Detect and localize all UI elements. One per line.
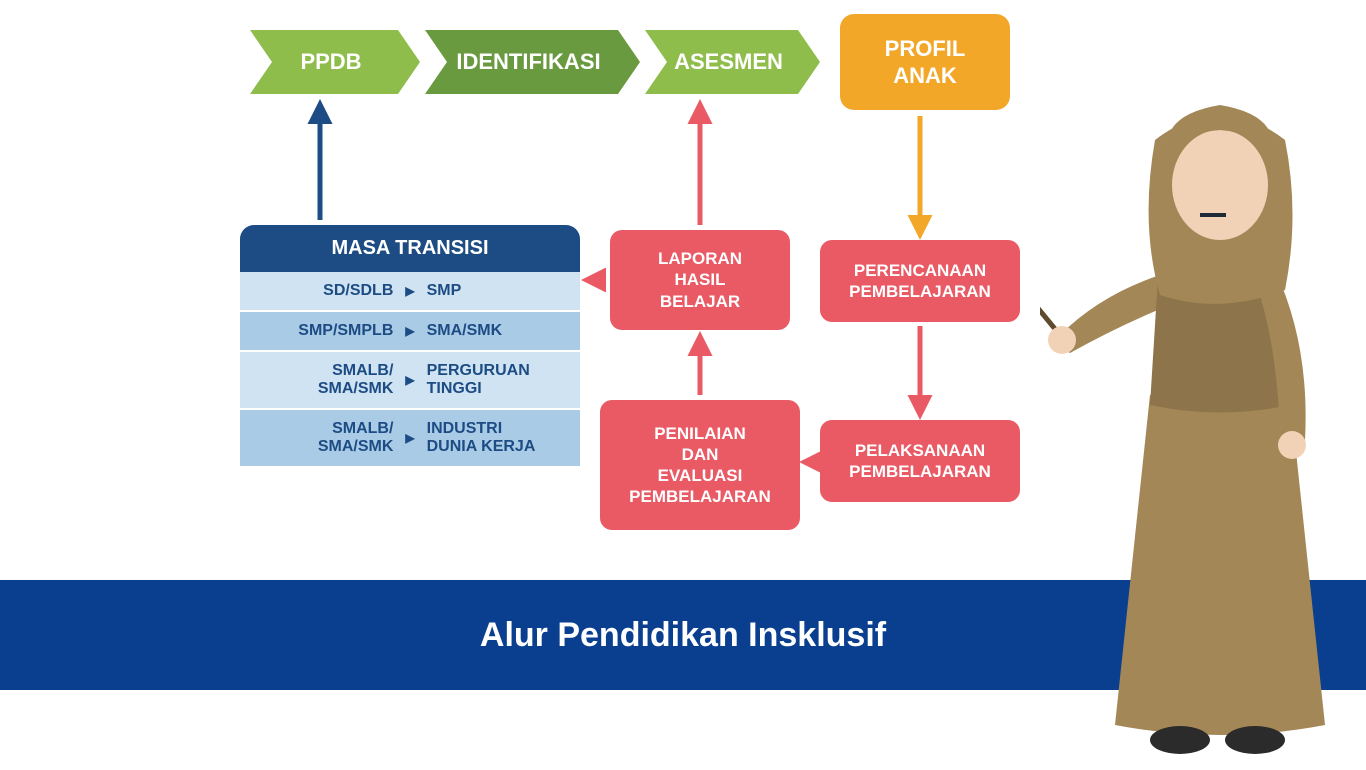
title-banner-text: Alur Pendidikan Insklusif: [480, 616, 886, 655]
transisi-header-label: MASA TRANSISI: [331, 237, 488, 259]
transisi-row: SMALB/ SMA/SMK▶PERGURUAN TINGGI: [240, 352, 580, 410]
flow-step-1: IDENTIFIKASI: [425, 30, 640, 94]
flow-step-label: IDENTIFIKASI: [456, 49, 600, 75]
triangle-right-icon: ▶: [401, 284, 418, 298]
process-box-label: LAPORAN HASIL BELAJAR: [658, 248, 742, 312]
process-box-label: PENILAIAN DAN EVALUASI PEMBELAJARAN: [629, 423, 771, 508]
transisi-from: SMALB/ SMA/SMK: [254, 420, 401, 456]
transisi-header: MASA TRANSISI: [240, 225, 580, 272]
process-box-penilaian: PENILAIAN DAN EVALUASI PEMBELAJARAN: [600, 400, 800, 530]
process-box-label: PERENCANAAN PEMBELAJARAN: [849, 260, 991, 303]
teacher-illustration: [1040, 85, 1366, 765]
profil-anak-box: PROFIL ANAK: [840, 14, 1010, 110]
process-box-label: PELAKSANAAN PEMBELAJARAN: [849, 440, 991, 483]
transisi-from: SMP/SMPLB: [254, 322, 401, 340]
transisi-to: SMA/SMK: [419, 322, 566, 340]
triangle-right-icon: ▶: [401, 431, 418, 445]
flow-step-0: PPDB: [250, 30, 420, 94]
process-box-perencanaan: PERENCANAAN PEMBELAJARAN: [820, 240, 1020, 322]
transisi-to: SMP: [419, 282, 566, 300]
triangle-right-icon: ▶: [401, 324, 418, 338]
transisi-to: PERGURUAN TINGGI: [419, 362, 566, 398]
transisi-row: SMP/SMPLB▶SMA/SMK: [240, 312, 580, 352]
transisi-to: INDUSTRI DUNIA KERJA: [419, 420, 566, 456]
profil-anak-label: PROFIL ANAK: [885, 35, 966, 90]
transisi-row: SD/SDLB▶SMP: [240, 272, 580, 312]
flow-step-label: PPDB: [300, 49, 361, 75]
flow-step-2: ASESMEN: [645, 30, 820, 94]
transisi-from: SD/SDLB: [254, 282, 401, 300]
transisi-table: MASA TRANSISISD/SDLB▶SMPSMP/SMPLB▶SMA/SM…: [240, 225, 580, 525]
transisi-from: SMALB/ SMA/SMK: [254, 362, 401, 398]
process-box-pelaksanaan: PELAKSANAAN PEMBELAJARAN: [820, 420, 1020, 502]
transisi-row: SMALB/ SMA/SMK▶INDUSTRI DUNIA KERJA: [240, 410, 580, 466]
triangle-right-icon: ▶: [401, 373, 418, 387]
process-box-laporan: LAPORAN HASIL BELAJAR: [610, 230, 790, 330]
flow-step-label: ASESMEN: [674, 49, 783, 75]
